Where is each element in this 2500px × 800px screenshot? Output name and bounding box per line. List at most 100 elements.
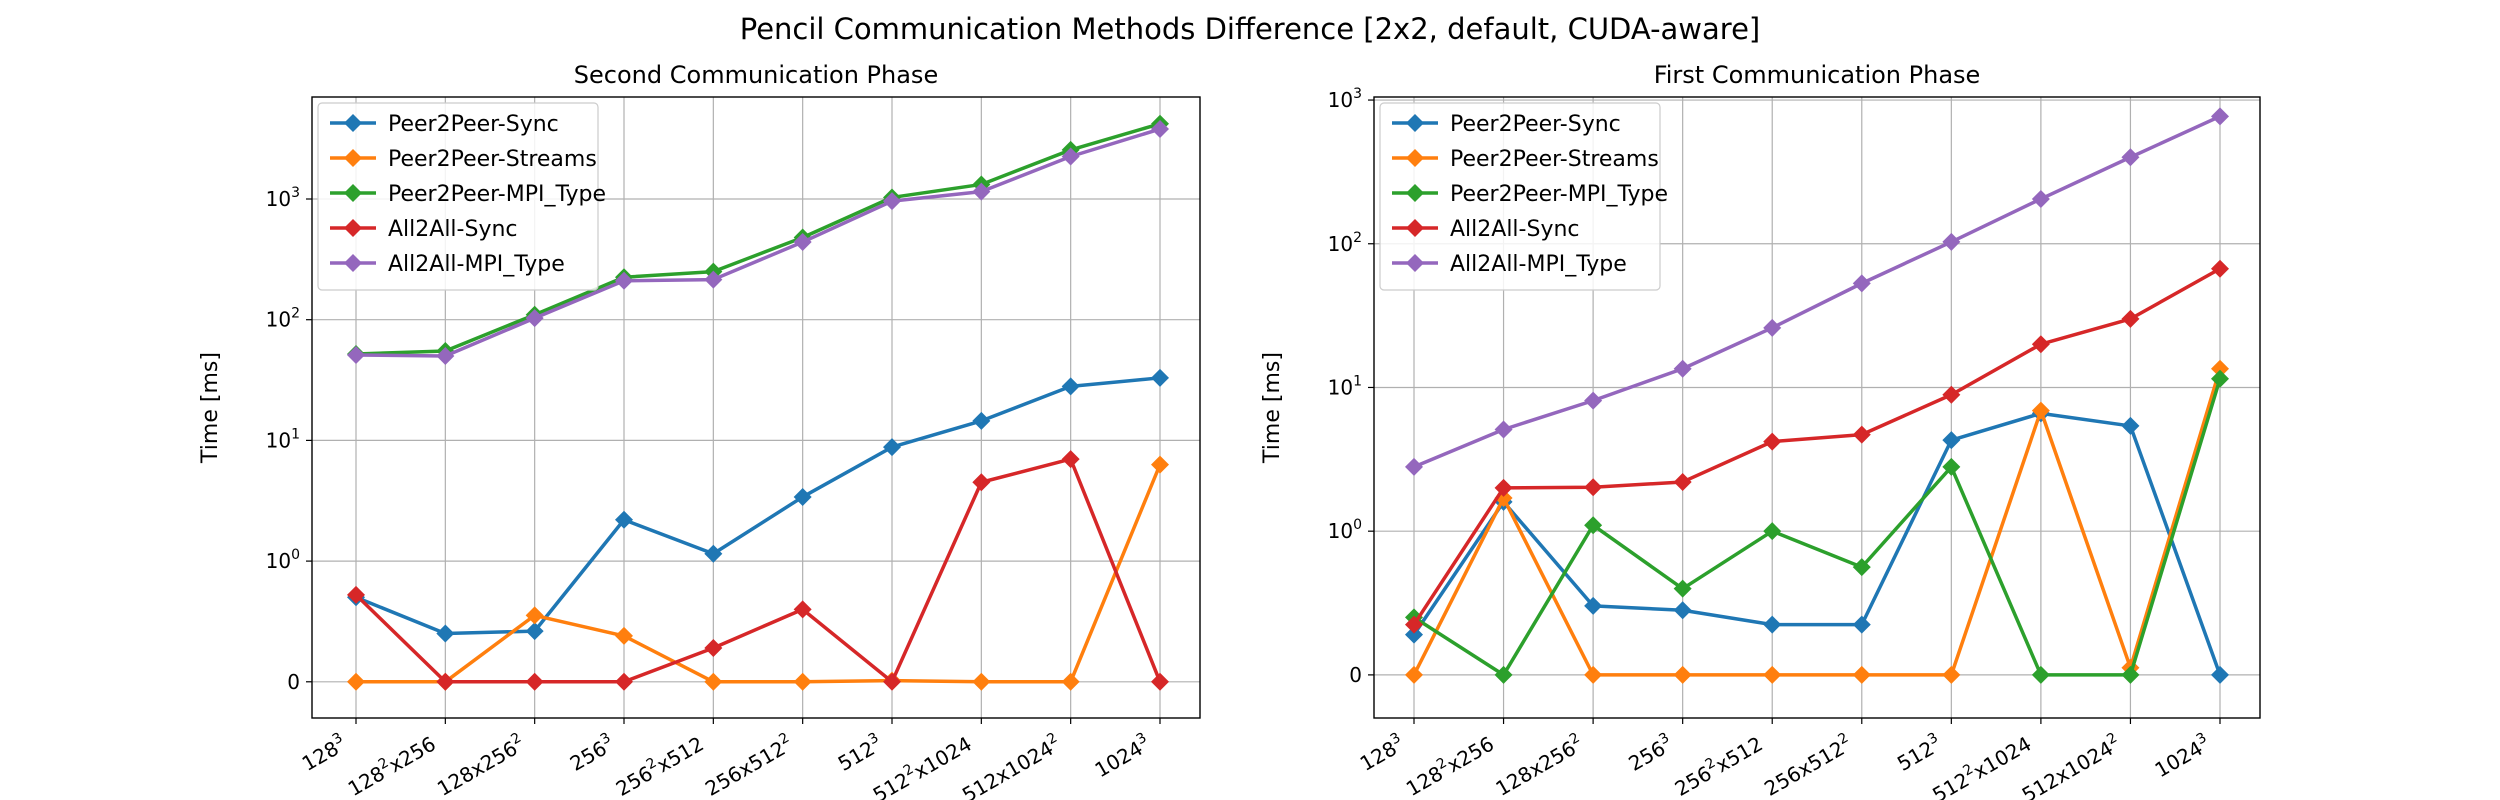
x-tick-label: 512x10242 bbox=[957, 730, 1065, 800]
data-point bbox=[2211, 107, 2229, 126]
series-line bbox=[1413, 114, 2221, 469]
x-tick-label: 10243 bbox=[2150, 730, 2215, 782]
x-tick-label: 1282x256 bbox=[1401, 730, 1498, 800]
x-tick-label: 128x2562 bbox=[1491, 730, 1588, 800]
data-point bbox=[1673, 359, 1692, 378]
legend-box bbox=[1379, 102, 1661, 291]
data-point bbox=[1763, 432, 1782, 451]
legend-entry: Peer2Peer-Sync bbox=[1392, 112, 1621, 137]
legend-marker bbox=[1406, 184, 1424, 202]
series-peer2peer-mpi-type bbox=[1405, 369, 2229, 684]
data-point bbox=[1942, 385, 1961, 404]
data-point bbox=[2121, 148, 2140, 167]
x-tick-label: 10243 bbox=[1090, 730, 1155, 782]
data-point bbox=[436, 624, 455, 643]
data-point bbox=[615, 672, 633, 691]
x-tick-label: 1282x256 bbox=[343, 730, 440, 800]
y-tick-label: 0 bbox=[287, 670, 300, 694]
chart-title: First Communication Phase bbox=[1654, 61, 1981, 89]
legend-label: Peer2Peer-Streams bbox=[388, 147, 597, 172]
data-point bbox=[1405, 457, 1423, 476]
data-point bbox=[1852, 425, 1871, 444]
data-point bbox=[1584, 478, 1603, 497]
data-point bbox=[972, 473, 991, 492]
legend-marker bbox=[344, 149, 362, 167]
plot-frame bbox=[1373, 96, 2261, 719]
legend-entry: Peer2Peer-Streams bbox=[330, 147, 597, 172]
y-tick-label: 100 bbox=[1328, 517, 1362, 543]
data-point bbox=[793, 233, 812, 252]
y-axis-label: Time [ms] bbox=[1260, 352, 1285, 464]
data-point bbox=[2121, 416, 2140, 435]
series-line bbox=[355, 122, 1161, 356]
data-point bbox=[883, 192, 901, 211]
x-tick-label: 1283 bbox=[297, 730, 351, 776]
legend-marker bbox=[344, 184, 362, 202]
series-line bbox=[1412, 411, 2222, 676]
data-point bbox=[1942, 431, 1961, 450]
data-point bbox=[793, 672, 812, 691]
legend-entry: All2All-MPI_Type bbox=[330, 252, 565, 277]
data-point bbox=[2031, 189, 2050, 208]
series-line bbox=[1413, 378, 2222, 677]
x-tick-label: 2562x512 bbox=[1670, 730, 1767, 800]
legend-entry: Peer2Peer-MPI_Type bbox=[1392, 182, 1668, 207]
data-point bbox=[525, 672, 544, 691]
data-point bbox=[1673, 579, 1692, 598]
series-line bbox=[355, 376, 1161, 636]
data-point bbox=[704, 270, 723, 289]
data-point bbox=[883, 438, 901, 457]
data-point bbox=[1763, 522, 1782, 541]
x-tick-label: 128x2562 bbox=[432, 730, 529, 800]
data-point bbox=[2121, 309, 2140, 328]
data-point bbox=[347, 672, 365, 691]
legend-label: All2All-Sync bbox=[1450, 217, 1580, 242]
data-point bbox=[704, 638, 723, 657]
y-tick-label: 101 bbox=[266, 426, 300, 452]
y-tick-label: 103 bbox=[266, 185, 300, 211]
data-point bbox=[1584, 391, 1603, 410]
series-all2all-mpi-type bbox=[1405, 107, 2229, 476]
data-point bbox=[347, 345, 365, 364]
legend-marker bbox=[344, 219, 362, 237]
data-point bbox=[1852, 615, 1871, 634]
data-point bbox=[525, 606, 544, 625]
x-tick-label: 2563 bbox=[1623, 730, 1677, 776]
data-point bbox=[2211, 369, 2229, 388]
data-point bbox=[615, 271, 633, 290]
data-point bbox=[615, 510, 633, 529]
data-point bbox=[704, 672, 723, 691]
series-line bbox=[354, 457, 1162, 684]
data-point bbox=[972, 672, 991, 691]
legend-marker bbox=[344, 114, 362, 132]
data-point bbox=[2031, 335, 2050, 354]
data-point bbox=[1405, 665, 1423, 684]
data-point bbox=[1763, 615, 1782, 634]
legend-label: Peer2Peer-Sync bbox=[388, 112, 559, 137]
data-point bbox=[1852, 665, 1871, 684]
chart-title: Second Communication Phase bbox=[574, 61, 938, 89]
x-tick-label: 512x10242 bbox=[2017, 730, 2125, 800]
legend-label: All2All-MPI_Type bbox=[1450, 252, 1627, 277]
series-all2all-mpi-type bbox=[347, 120, 1169, 366]
data-point bbox=[1405, 625, 1423, 644]
data-point bbox=[1942, 232, 1961, 251]
series-line bbox=[1412, 267, 2221, 626]
data-point bbox=[1673, 601, 1692, 620]
data-point bbox=[1061, 672, 1080, 691]
data-point bbox=[1584, 596, 1603, 615]
data-point bbox=[1151, 368, 1169, 387]
legend-label: Peer2Peer-MPI_Type bbox=[388, 182, 606, 207]
data-point bbox=[615, 626, 633, 645]
figure-title: Pencil Communication Methods Difference … bbox=[739, 12, 1761, 46]
legend-marker bbox=[1406, 149, 1424, 167]
data-point bbox=[2031, 401, 2050, 420]
data-point bbox=[1061, 450, 1080, 469]
data-point bbox=[2211, 259, 2229, 278]
data-point bbox=[793, 487, 812, 506]
x-tick-label: 5123 bbox=[1892, 730, 1946, 776]
data-point bbox=[1673, 665, 1692, 684]
data-point bbox=[2211, 359, 2229, 378]
data-point bbox=[436, 672, 455, 691]
